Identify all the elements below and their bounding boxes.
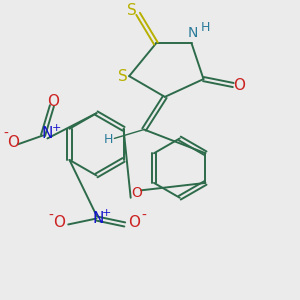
- Text: -: -: [3, 127, 8, 141]
- Text: S: S: [127, 3, 137, 18]
- Text: O: O: [7, 135, 19, 150]
- Text: H: H: [200, 21, 210, 34]
- Text: O: O: [233, 77, 245, 92]
- Text: +: +: [52, 123, 61, 133]
- Text: -: -: [142, 208, 146, 223]
- Text: N: N: [188, 26, 198, 40]
- Text: +: +: [102, 208, 112, 218]
- Text: H: H: [104, 134, 113, 146]
- Text: O: O: [47, 94, 59, 109]
- Text: O: O: [53, 215, 65, 230]
- Text: N: N: [42, 127, 53, 142]
- Text: O: O: [131, 186, 142, 200]
- Text: N: N: [92, 211, 104, 226]
- Text: O: O: [128, 215, 140, 230]
- Text: S: S: [118, 69, 128, 84]
- Text: -: -: [48, 208, 53, 223]
